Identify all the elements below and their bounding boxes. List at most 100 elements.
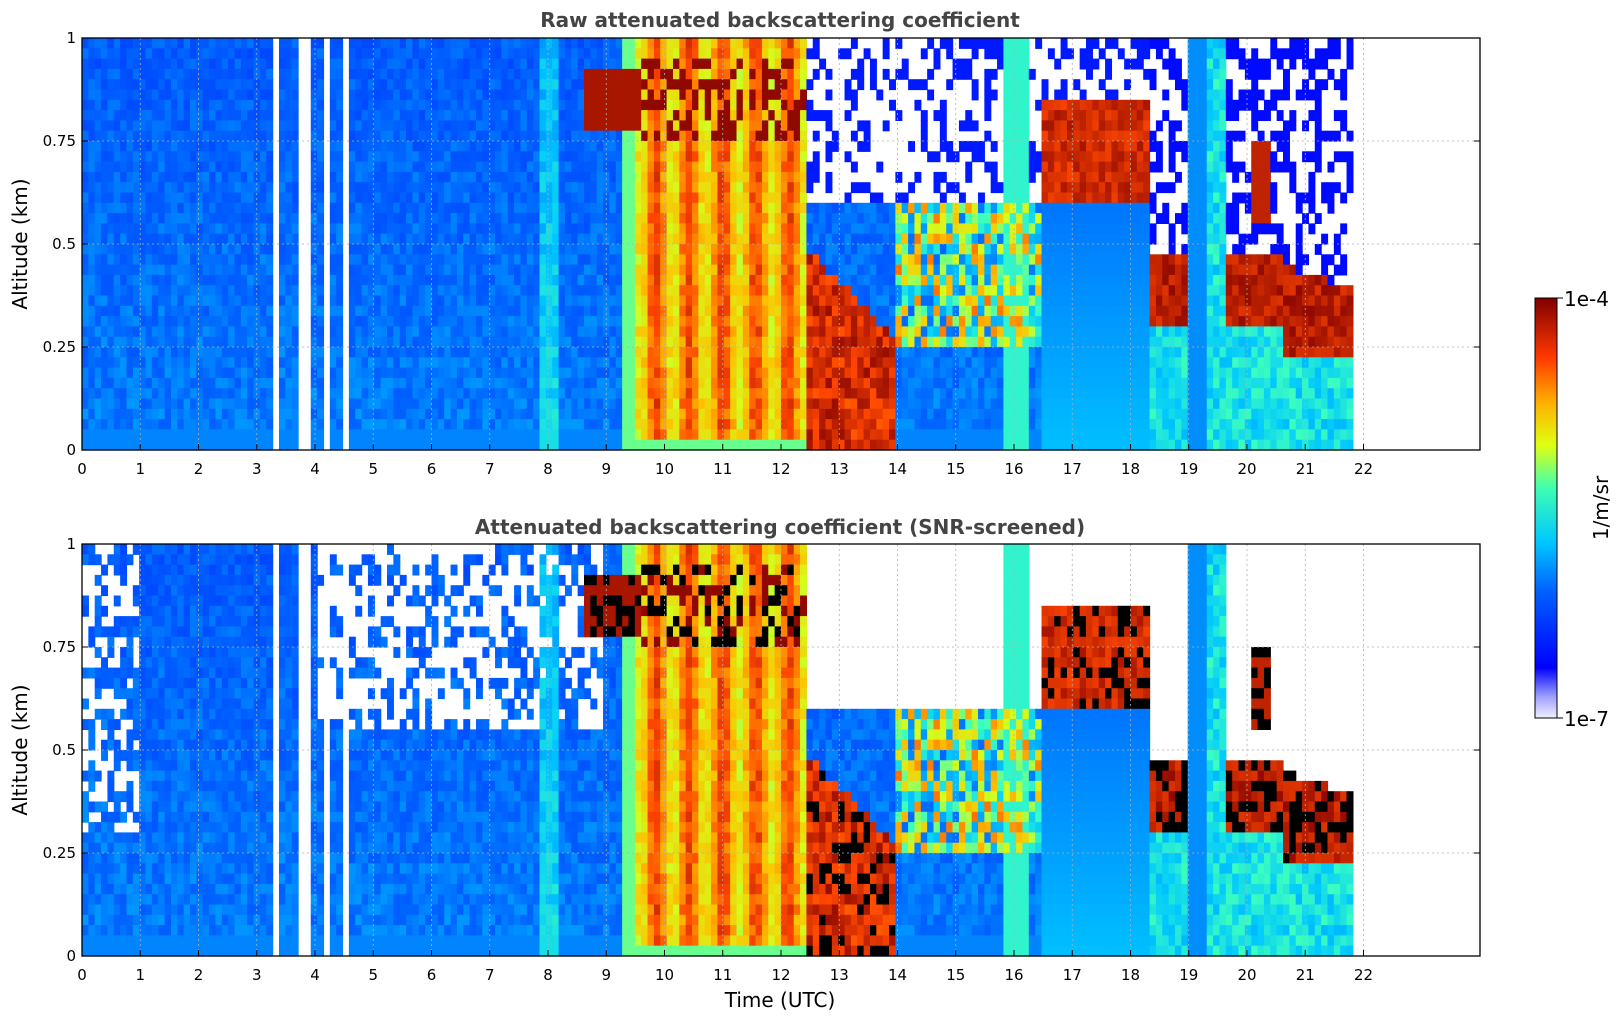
heatmap-cell	[806, 213, 814, 224]
heatmap-cell	[361, 182, 369, 194]
heatmap-cell	[101, 171, 109, 183]
heatmap-cell	[927, 305, 935, 317]
heatmap-cell	[437, 89, 445, 101]
heatmap-cell	[520, 182, 528, 194]
heatmap-cell	[628, 264, 636, 276]
heatmap-cell	[234, 357, 242, 369]
heatmap-cell	[660, 388, 668, 400]
heatmap-cell	[596, 161, 604, 173]
heatmap-cell	[425, 347, 433, 358]
heatmap-cell	[82, 233, 89, 245]
heatmap-cell	[730, 79, 738, 91]
heatmap-cell	[278, 429, 286, 441]
heatmap-cell	[596, 398, 604, 410]
heatmap-cell	[495, 68, 502, 80]
heatmap-cell	[590, 377, 598, 389]
heatmap-cell	[628, 347, 636, 358]
heatmap-cell	[711, 202, 719, 214]
heatmap-cell	[552, 347, 560, 358]
heatmap-cell	[609, 233, 617, 245]
heatmap-cell	[507, 38, 515, 49]
heatmap-cell	[603, 336, 611, 348]
heatmap-cell	[145, 202, 153, 214]
heatmap-cell	[679, 161, 687, 173]
heatmap-cell	[711, 110, 719, 121]
heatmap-cell	[564, 336, 572, 348]
heatmap-cell	[183, 336, 191, 348]
heatmap-cell	[190, 79, 197, 91]
heatmap-cell	[355, 244, 363, 255]
heatmap-cell	[495, 367, 502, 379]
heatmap-cell	[94, 254, 102, 266]
heatmap-cell	[526, 161, 534, 173]
heatmap-cell	[927, 264, 935, 276]
heatmap-cell	[88, 48, 96, 60]
heatmap-cell	[393, 58, 401, 70]
heatmap-cell	[418, 264, 426, 276]
heatmap-cell	[469, 58, 477, 70]
heatmap-cell	[736, 429, 744, 441]
heatmap-cell	[450, 264, 458, 276]
heatmap-cell	[736, 110, 744, 121]
heatmap-cell	[425, 408, 433, 420]
heatmap-cell	[170, 48, 178, 60]
heatmap-cell	[717, 223, 725, 235]
heatmap-cell	[374, 326, 382, 338]
heatmap-cell	[202, 429, 210, 441]
heatmap-cell	[463, 233, 471, 245]
heatmap-cell	[596, 151, 604, 163]
heatmap-cell	[94, 357, 102, 369]
heatmap-cell	[558, 141, 566, 152]
heatmap-cell	[571, 223, 579, 235]
heatmap-cell	[329, 419, 337, 430]
heatmap-cell	[228, 171, 236, 183]
heatmap-cell	[291, 79, 299, 91]
heatmap-cell	[774, 38, 782, 49]
heatmap-cell	[482, 439, 490, 451]
heatmap-cell	[120, 316, 128, 327]
heatmap-cell	[450, 254, 458, 266]
heatmap-cell	[139, 254, 147, 266]
heatmap-cell	[755, 182, 763, 194]
heatmap-cell	[615, 295, 623, 307]
heatmap-cell	[711, 367, 719, 379]
heatmap-cell	[202, 151, 210, 163]
heatmap-cell	[431, 79, 439, 91]
heatmap-cell	[793, 213, 801, 224]
heatmap-cell	[755, 336, 763, 348]
heatmap-cell	[914, 285, 922, 297]
heatmap-cell	[660, 171, 668, 183]
heatmap-cell	[660, 38, 668, 49]
heatmap-cell	[577, 347, 585, 358]
heatmap-cell	[126, 336, 134, 348]
heatmap-cell	[660, 223, 668, 235]
heatmap-cell	[113, 110, 121, 121]
heatmap-cell	[266, 141, 274, 152]
heatmap-cell	[418, 285, 426, 297]
heatmap-cell	[374, 202, 382, 214]
heatmap-cell	[329, 130, 337, 142]
heatmap-cell	[685, 388, 693, 400]
heatmap-cell	[240, 38, 248, 49]
heatmap-cell	[120, 202, 128, 214]
heatmap-cell	[609, 151, 617, 163]
heatmap-cell	[291, 285, 299, 297]
heatmap-cell	[514, 161, 522, 173]
heatmap-cell	[889, 305, 896, 317]
heatmap-cell	[495, 48, 502, 60]
heatmap-cell	[425, 38, 433, 49]
heatmap-cell	[412, 130, 420, 142]
heatmap-cell	[685, 419, 693, 430]
heatmap-cell	[793, 171, 801, 183]
heatmap-cell	[584, 326, 591, 338]
heatmap-cell	[628, 326, 636, 338]
heatmap-cell	[590, 367, 598, 379]
heatmap-cell	[456, 192, 464, 204]
heatmap-cell	[526, 58, 534, 70]
heatmap-cell	[558, 377, 566, 389]
heatmap-cell	[278, 439, 286, 451]
heatmap-cell	[221, 99, 229, 111]
heatmap-cell	[202, 48, 210, 60]
heatmap-cell	[475, 295, 483, 307]
heatmap-cell	[139, 429, 147, 441]
